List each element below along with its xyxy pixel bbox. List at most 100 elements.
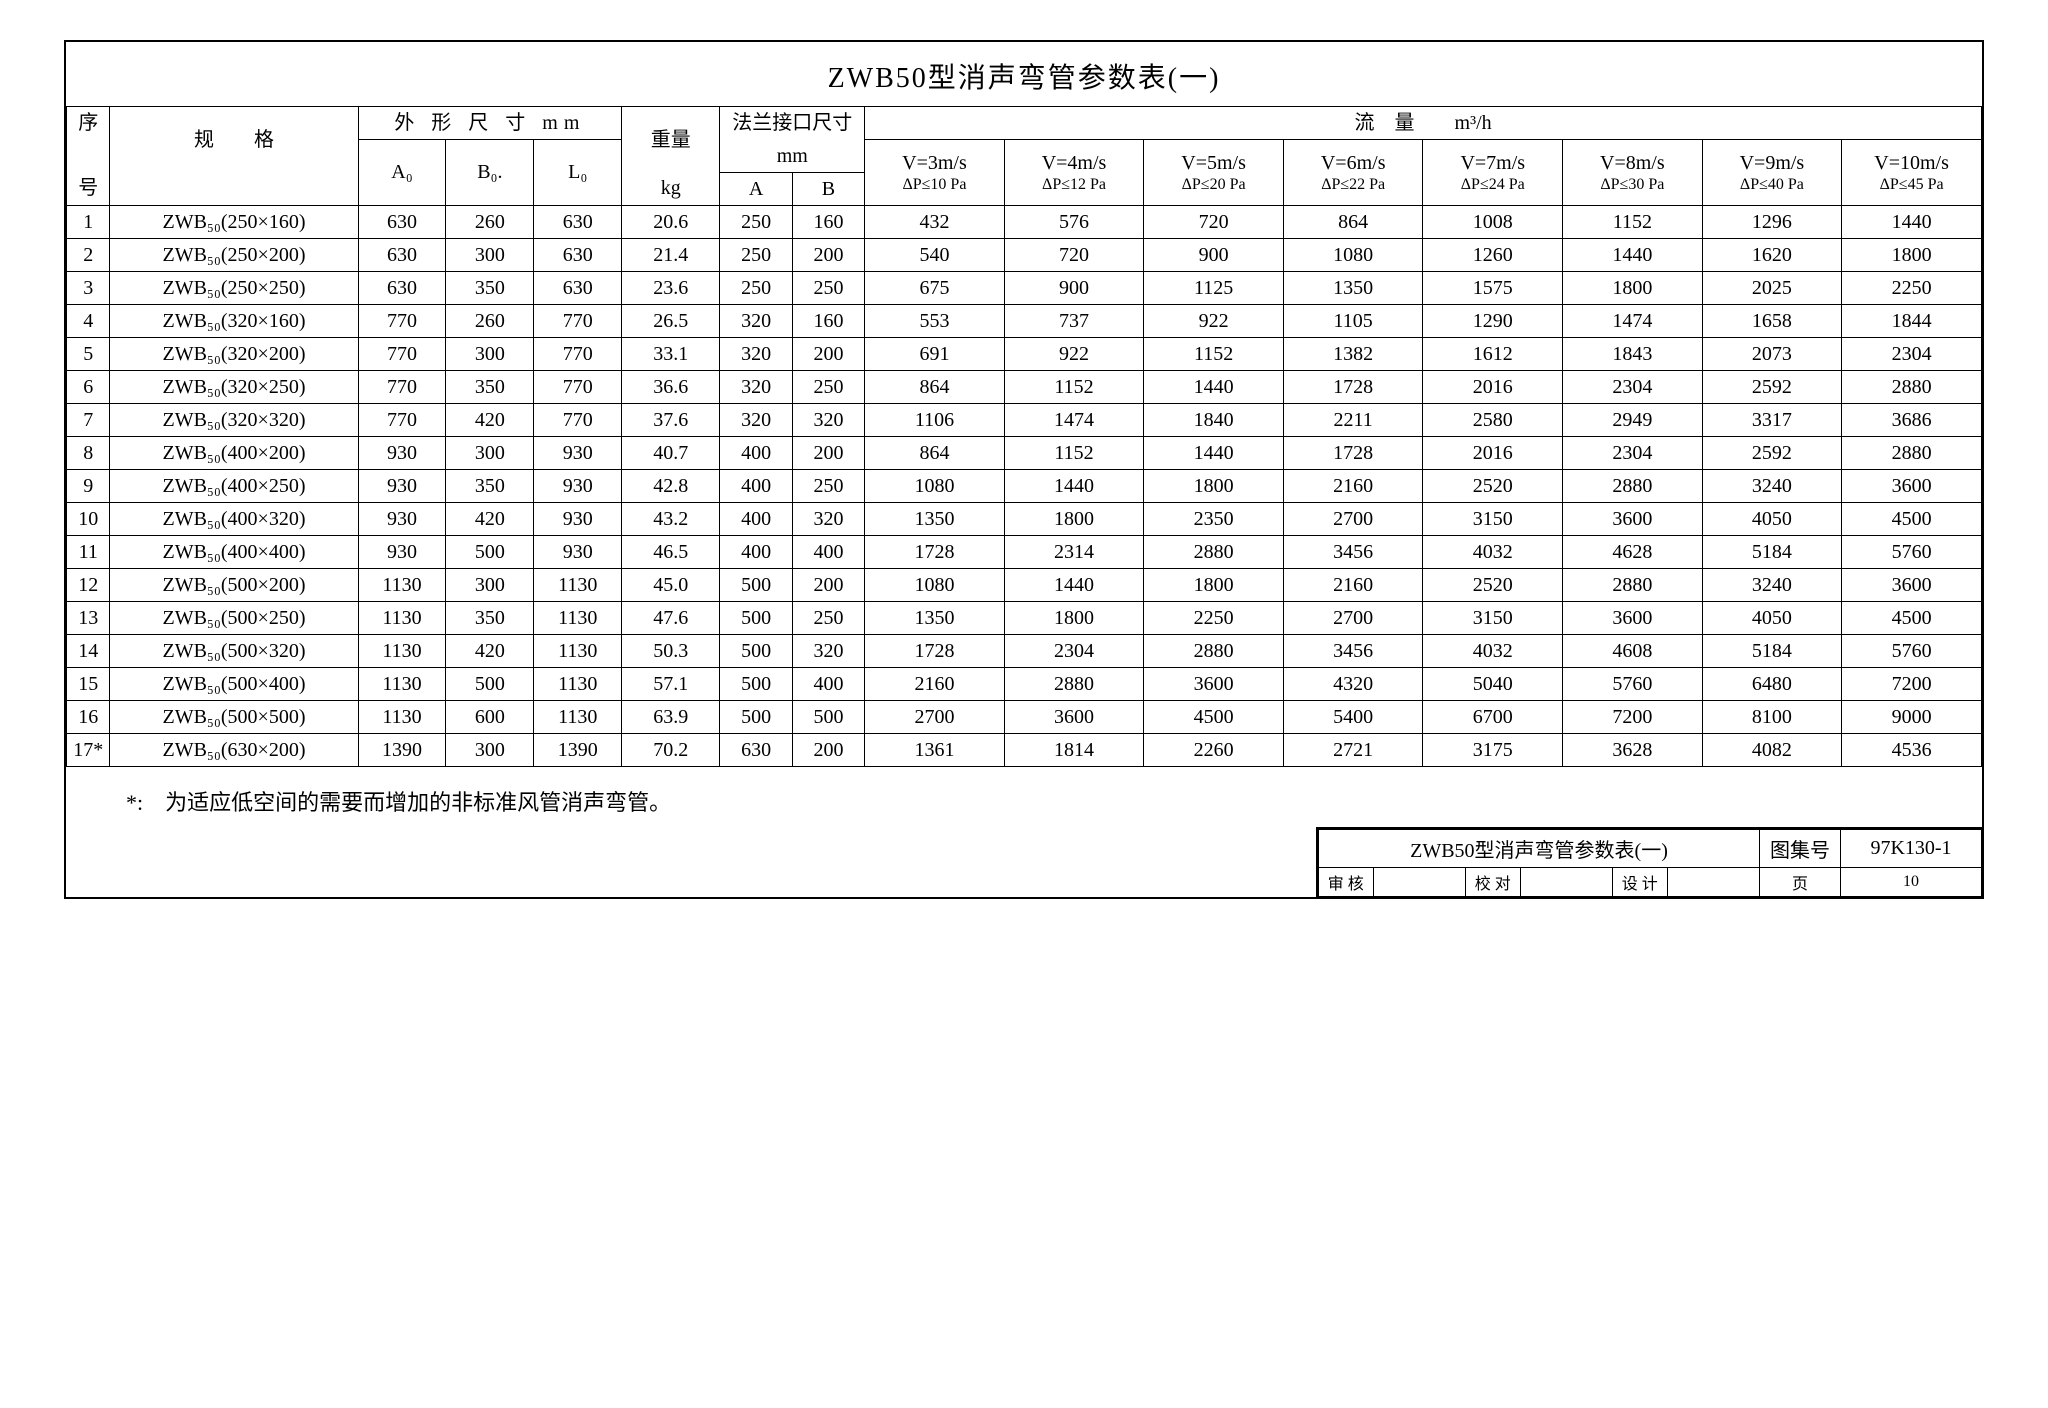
table-cell: 1440 <box>1004 568 1144 601</box>
table-cell: 2700 <box>865 700 1005 733</box>
hdr-weight-unit: kg <box>622 172 720 205</box>
hdr-seq-bot: 号 <box>67 172 110 205</box>
table-cell: 2880 <box>1004 667 1144 700</box>
table-cell: 250 <box>720 205 792 238</box>
table-cell: 864 <box>865 370 1005 403</box>
table-cell: 630 <box>358 238 446 271</box>
tb-page-no: 10 <box>1841 867 1982 896</box>
table-cell: 630 <box>534 205 622 238</box>
table-cell: 3600 <box>1004 700 1144 733</box>
table-cell: 1612 <box>1423 337 1563 370</box>
table-cell: 1152 <box>1563 205 1703 238</box>
table-cell: 2160 <box>1283 469 1423 502</box>
table-cell: 1125 <box>1144 271 1284 304</box>
table-cell: 2949 <box>1563 403 1703 436</box>
table-cell: 2520 <box>1423 568 1563 601</box>
hdr-v7-bot: ΔP≤24 Pa <box>1425 175 1560 194</box>
table-cell: 200 <box>792 733 864 766</box>
table-cell: 1440 <box>1144 370 1284 403</box>
table-row: 12ZWB₅₀(500×200)1130300113045.0500200108… <box>67 568 1982 601</box>
table-cell: 260 <box>446 205 534 238</box>
table-cell: ZWB₅₀(400×320) <box>110 502 358 535</box>
table-cell: 1474 <box>1004 403 1144 436</box>
table-row: 16ZWB₅₀(500×500)1130600113063.9500500270… <box>67 700 1982 733</box>
table-cell: 4032 <box>1423 634 1563 667</box>
table-cell: 1080 <box>865 469 1005 502</box>
table-cell: 770 <box>534 403 622 436</box>
table-cell: 5040 <box>1423 667 1563 700</box>
hdr-v3: V=3m/sΔP≤10 Pa <box>865 140 1005 206</box>
table-cell: 3600 <box>1842 568 1982 601</box>
hdr-v5-bot: ΔP≤20 Pa <box>1146 175 1281 194</box>
table-cell: 4500 <box>1842 601 1982 634</box>
tb-name: ZWB50型消声弯管参数表(一) <box>1319 829 1760 867</box>
table-cell: 400 <box>720 436 792 469</box>
table-cell: 50.3 <box>622 634 720 667</box>
table-cell: 500 <box>720 634 792 667</box>
table-cell: 1130 <box>358 667 446 700</box>
table-cell: 1800 <box>1004 601 1144 634</box>
table-cell: ZWB₅₀(400×200) <box>110 436 358 469</box>
table-cell: 2520 <box>1423 469 1563 502</box>
table-cell: 3240 <box>1702 469 1842 502</box>
table-cell: 2073 <box>1702 337 1842 370</box>
table-cell: 250 <box>720 271 792 304</box>
table-cell: 3 <box>67 271 110 304</box>
table-cell: 540 <box>865 238 1005 271</box>
table-cell: 1728 <box>865 634 1005 667</box>
table-cell: 5 <box>67 337 110 370</box>
hdr-v8-bot: ΔP≤30 Pa <box>1565 175 1700 194</box>
table-cell: 1152 <box>1004 436 1144 469</box>
table-cell: 1106 <box>865 403 1005 436</box>
table-cell: 1130 <box>534 700 622 733</box>
table-cell: ZWB₅₀(250×250) <box>110 271 358 304</box>
table-cell: 6 <box>67 370 110 403</box>
table-cell: 350 <box>446 601 534 634</box>
table-cell: 320 <box>720 304 792 337</box>
table-cell: 3240 <box>1702 568 1842 601</box>
table-cell: 2016 <box>1423 436 1563 469</box>
table-cell: 2025 <box>1702 271 1842 304</box>
table-cell: ZWB₅₀(250×160) <box>110 205 358 238</box>
hdr-L0: L₀ <box>534 140 622 206</box>
table-cell: 160 <box>792 205 864 238</box>
table-cell: 553 <box>865 304 1005 337</box>
table-cell: 2260 <box>1144 733 1284 766</box>
table-cell: 23.6 <box>622 271 720 304</box>
table-cell: 691 <box>865 337 1005 370</box>
hdr-v6: V=6m/sΔP≤22 Pa <box>1283 140 1423 206</box>
table-cell: 2880 <box>1842 436 1982 469</box>
table-cell: 600 <box>446 700 534 733</box>
hdr-flange-unit: mm <box>720 140 865 173</box>
table-cell: 260 <box>446 304 534 337</box>
table-cell: 46.5 <box>622 535 720 568</box>
table-cell: 8 <box>67 436 110 469</box>
table-cell: 5760 <box>1842 634 1982 667</box>
table-cell: 864 <box>1283 205 1423 238</box>
table-cell: 4500 <box>1144 700 1284 733</box>
table-cell: 33.1 <box>622 337 720 370</box>
table-cell: 1350 <box>1283 271 1423 304</box>
table-cell: 1658 <box>1702 304 1842 337</box>
table-cell: 350 <box>446 370 534 403</box>
table-row: 15ZWB₅₀(500×400)1130500113057.1500400216… <box>67 667 1982 700</box>
hdr-v6-bot: ΔP≤22 Pa <box>1286 175 1421 194</box>
parameter-table: 序 规 格 外 形 尺 寸 mm 重量 法兰接口尺寸 流 量 m³/h A₀ B… <box>66 106 1982 767</box>
table-cell: 1844 <box>1842 304 1982 337</box>
table-cell: 2580 <box>1423 403 1563 436</box>
table-cell: 320 <box>792 502 864 535</box>
table-cell: ZWB₅₀(250×200) <box>110 238 358 271</box>
table-cell: 1840 <box>1144 403 1284 436</box>
table-cell: 250 <box>792 601 864 634</box>
table-cell: 400 <box>720 469 792 502</box>
table-cell: 3456 <box>1283 634 1423 667</box>
table-cell: 1440 <box>1144 436 1284 469</box>
table-cell: 200 <box>792 238 864 271</box>
table-cell: 720 <box>1004 238 1144 271</box>
table-cell: 2314 <box>1004 535 1144 568</box>
table-cell: 4536 <box>1842 733 1982 766</box>
table-cell: 200 <box>792 568 864 601</box>
table-cell: 500 <box>720 700 792 733</box>
table-cell: ZWB₅₀(630×200) <box>110 733 358 766</box>
table-cell: 3317 <box>1702 403 1842 436</box>
